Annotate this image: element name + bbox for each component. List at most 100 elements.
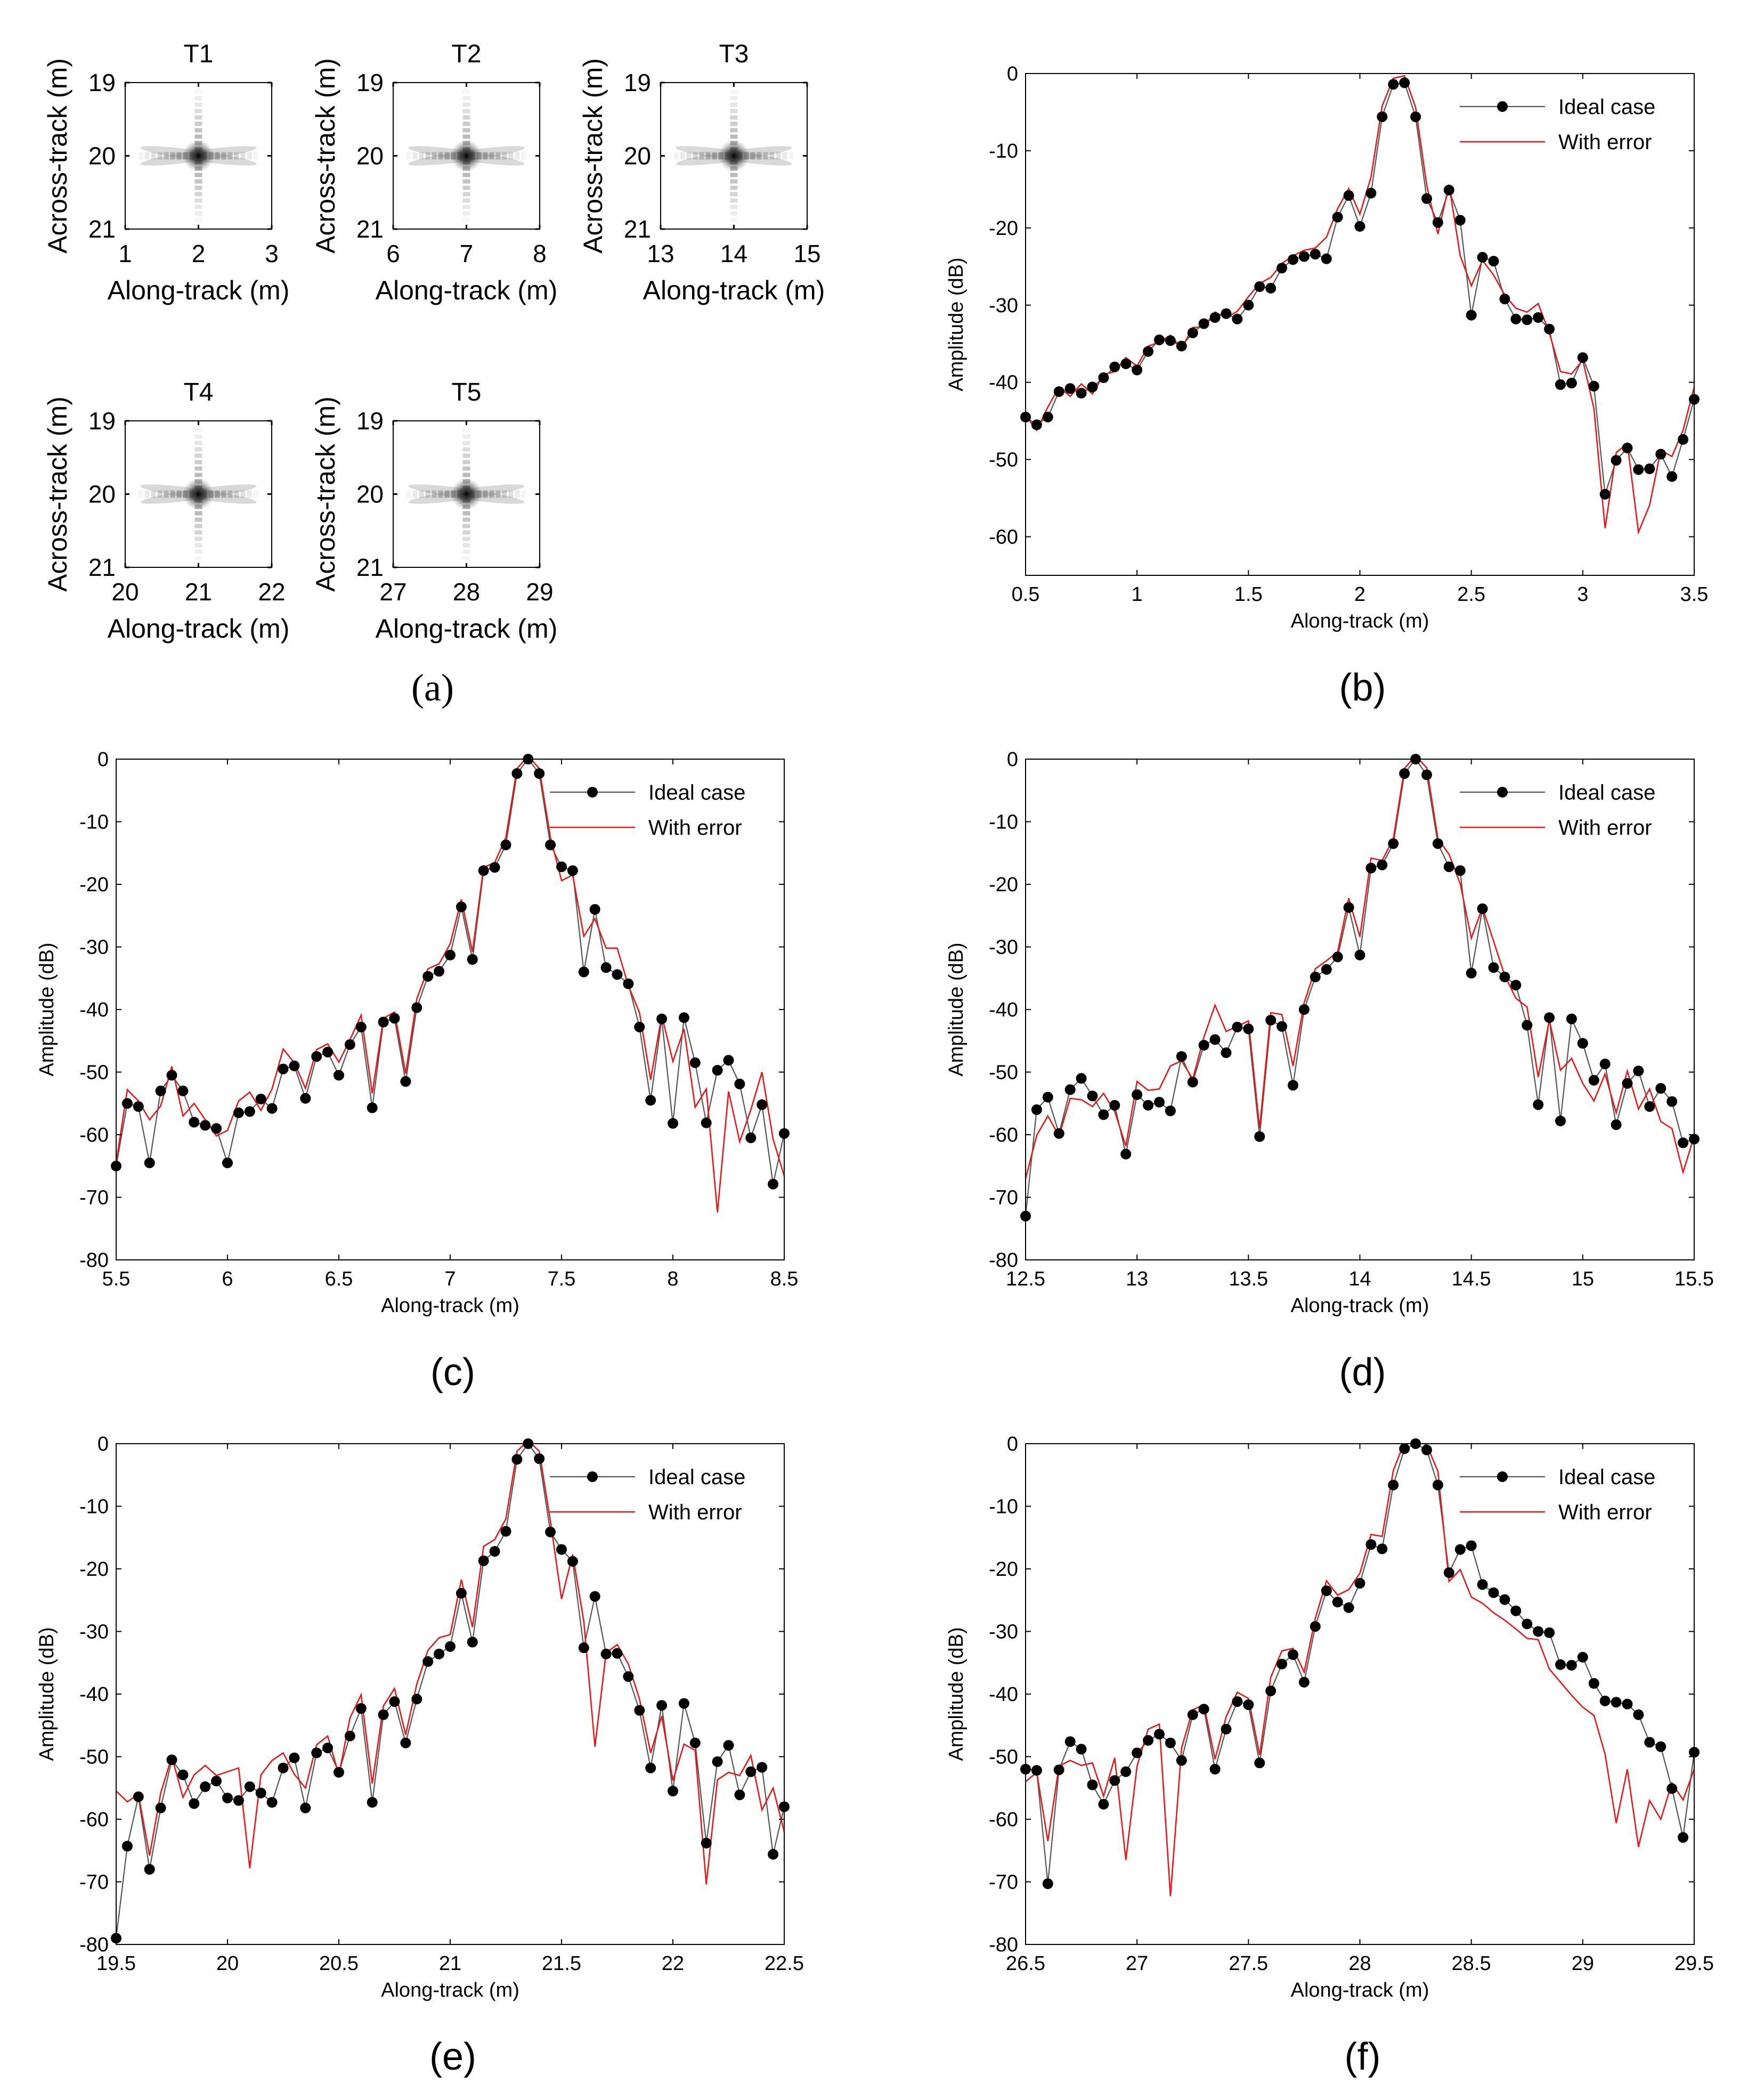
y-tick-label: -60 — [79, 1124, 109, 1146]
y-tick-label: -30 — [989, 1621, 1018, 1643]
ideal-case-point — [166, 1754, 177, 1765]
ideal-case-point — [1176, 340, 1187, 352]
ideal-case-point — [1254, 1757, 1265, 1769]
ideal-case-point — [1421, 193, 1432, 204]
ideal-case-point — [155, 1085, 166, 1096]
ideal-case-point — [1354, 949, 1365, 961]
psf-sidelobe — [462, 205, 470, 209]
ideal-case-point — [1633, 464, 1644, 475]
psf-sidelobe — [462, 134, 470, 139]
x-axis-label: Along-track (m) — [376, 275, 558, 305]
ideal-case-point — [1555, 379, 1566, 390]
ideal-case-point — [1477, 251, 1488, 263]
psf-mainlobe — [182, 140, 215, 172]
psf-sidelobe — [194, 428, 202, 433]
y-tick-label: -30 — [989, 295, 1018, 317]
ideal-case-point — [1221, 1723, 1232, 1735]
ideal-case-point — [1388, 79, 1399, 90]
psf-sidelobe — [502, 490, 507, 498]
psf-sidelobe — [425, 152, 430, 160]
psf-sidelobe — [157, 490, 162, 498]
psf-sidelobe — [164, 152, 169, 160]
psf-sidelobe — [757, 152, 762, 160]
ideal-case-point — [1076, 1744, 1087, 1755]
psf-sidelobe — [194, 517, 202, 522]
ideal-case-point — [1209, 312, 1221, 323]
x-axis-label: Along-track (m) — [108, 275, 290, 305]
ideal-case-point — [445, 1641, 456, 1652]
y-tick-label: 0 — [97, 1433, 109, 1455]
ideal-case-point — [1488, 962, 1499, 973]
psf-sidelobe — [170, 152, 175, 160]
psf-sidelobe — [705, 152, 711, 160]
ideal-case-point — [1343, 902, 1354, 913]
psf-sidelobe — [227, 490, 233, 498]
psf-sidelobe — [240, 152, 246, 160]
y-axis-label: Amplitude (dB) — [36, 942, 58, 1076]
ideal-case-point — [1298, 1676, 1310, 1688]
subfigure-caption: (b) — [1339, 666, 1386, 709]
ideal-case-point — [255, 1094, 266, 1104]
x-tick-label: 27 — [1126, 1952, 1148, 1975]
ideal-case-point — [1577, 1038, 1588, 1049]
ideal-case-point — [1098, 1798, 1109, 1810]
y-tick-label: -40 — [989, 999, 1018, 1021]
legend-ideal-label: Ideal case — [648, 1466, 745, 1489]
ideal-case-point — [467, 954, 478, 965]
psf-sidelobe — [462, 524, 470, 528]
ideal-case-point — [678, 1698, 689, 1709]
x-tick-label: 27 — [379, 578, 406, 606]
ideal-case-point — [1187, 1077, 1198, 1088]
psf-sidelobe — [462, 447, 470, 452]
ideal-case-point — [1432, 217, 1443, 228]
ideal-case-point — [1611, 1697, 1622, 1708]
psf-sidelobe — [483, 152, 488, 160]
psf-panel-title: T1 — [183, 40, 213, 68]
psf-sidelobe — [462, 217, 470, 222]
ideal-case-point — [1254, 281, 1265, 292]
ideal-case-point — [1544, 323, 1555, 335]
ideal-case-point — [1031, 419, 1042, 430]
ideal-case-point — [1265, 1686, 1276, 1697]
ideal-case-point — [200, 1120, 211, 1131]
psf-sidelobe — [763, 152, 768, 160]
ideal-case-point — [1243, 299, 1254, 311]
ideal-case-point — [133, 1101, 144, 1112]
ideal-case-point — [300, 1093, 311, 1104]
ideal-case-point — [378, 1709, 389, 1720]
psf-sidelobe — [240, 490, 246, 498]
ideal-case-point — [1399, 77, 1410, 88]
ideal-case-point — [1154, 1729, 1165, 1740]
x-tick-label: 12.5 — [1006, 1268, 1045, 1290]
ideal-case-point — [211, 1776, 222, 1787]
ideal-case-point — [1577, 352, 1588, 363]
x-tick-label: 1.5 — [1234, 583, 1263, 606]
ideal-case-point — [434, 966, 445, 977]
y-tick-label: 21 — [356, 554, 384, 581]
ideal-case-point — [1566, 1659, 1577, 1671]
psf-sidelobe — [194, 536, 202, 541]
ideal-case-point — [144, 1864, 155, 1875]
ideal-case-point — [422, 971, 434, 982]
y-tick-label: 20 — [624, 142, 651, 170]
psf-sidelobe — [730, 121, 738, 126]
ideal-case-point — [166, 1070, 177, 1081]
ideal-case-point — [1443, 1567, 1454, 1578]
psf-sidelobe — [176, 152, 182, 160]
psf-sidelobe — [157, 152, 162, 160]
ideal-case-point — [534, 1453, 545, 1464]
x-tick-label: 5.5 — [102, 1268, 131, 1290]
y-tick-label: -40 — [989, 372, 1018, 394]
y-tick-label: -10 — [79, 1496, 109, 1518]
ideal-case-point — [1655, 449, 1666, 460]
ideal-case-point — [334, 1767, 344, 1778]
y-tick-label: -80 — [989, 1934, 1018, 1956]
ideal-case-point — [1343, 1602, 1354, 1613]
psf-sidelobe — [730, 115, 738, 120]
ideal-case-point — [1087, 381, 1098, 393]
psf-sidelobe — [462, 556, 470, 560]
ideal-case-point — [1321, 964, 1332, 975]
x-tick-label: 21 — [439, 1952, 461, 1975]
ideal-case-point — [1488, 256, 1499, 267]
psf-sidelobe — [769, 152, 775, 160]
